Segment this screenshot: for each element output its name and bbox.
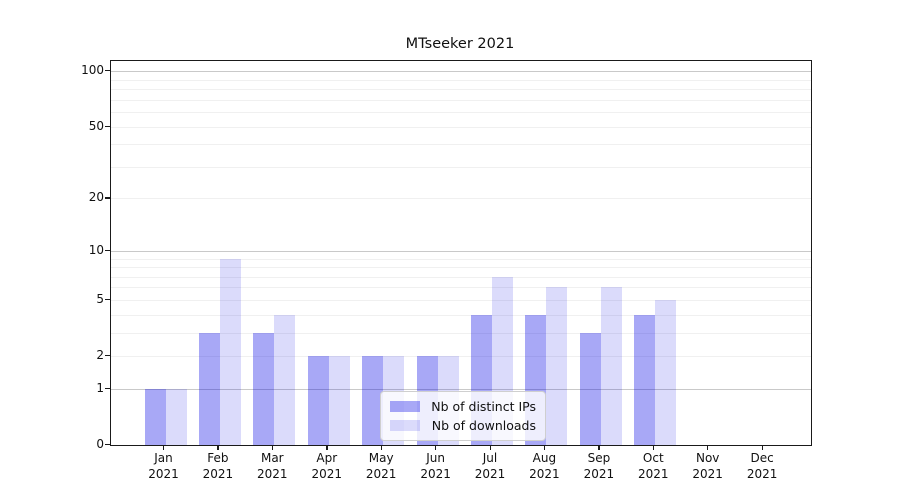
legend-label-downloads: Nb of downloads	[431, 418, 536, 433]
legend-item-downloads: Nb of downloads	[390, 417, 536, 434]
y-tick-mark	[105, 355, 110, 357]
x-tick-mark	[435, 445, 437, 450]
x-tick-label: Nov 2021	[692, 451, 723, 481]
chart-title: MTseeker 2021	[405, 36, 515, 52]
x-tick-mark	[380, 445, 382, 450]
bar	[144, 388, 166, 445]
grid-line	[111, 126, 811, 128]
x-tick-mark	[598, 445, 600, 450]
y-tick-label: 1	[96, 380, 104, 395]
grid-line	[111, 299, 811, 301]
bar	[307, 356, 329, 445]
x-tick-mark	[217, 445, 219, 450]
legend: Nb of distinct IPs Nb of downloads	[380, 391, 546, 441]
x-tick-label: May 2021	[365, 451, 397, 481]
y-tick-label: 100	[81, 63, 104, 78]
legend-swatch-distinct-ips	[390, 401, 420, 412]
bar	[328, 356, 350, 445]
y-tick-label: 2	[96, 348, 104, 362]
y-tick-mark	[105, 249, 110, 252]
x-tick-mark	[543, 445, 546, 450]
grid-line	[111, 112, 811, 113]
legend-swatch-downloads	[390, 420, 420, 431]
bar	[274, 314, 296, 445]
bar	[655, 299, 677, 445]
x-tick-label: Apr 2021	[311, 451, 343, 481]
x-tick-label: Dec 2021	[746, 451, 778, 481]
grid-line	[111, 267, 811, 268]
x-tick-mark	[761, 445, 763, 450]
grid-line	[111, 166, 811, 168]
x-tick-label: Mar 2021	[257, 451, 288, 481]
bar	[362, 356, 384, 445]
grid-line	[111, 198, 811, 200]
grid-line	[111, 258, 811, 260]
grid-line	[111, 250, 811, 252]
x-tick-mark	[271, 445, 274, 450]
grid-line	[111, 144, 811, 146]
x-tick-mark	[652, 445, 655, 450]
legend-label-distinct-ips: Nb of distinct IPs	[431, 399, 536, 414]
y-tick-label: 50	[88, 118, 104, 133]
y-tick-mark	[105, 444, 110, 446]
y-tick-mark	[105, 197, 110, 199]
bar	[198, 332, 220, 445]
grid-line	[111, 99, 811, 101]
bar	[253, 332, 275, 445]
grid-line	[111, 276, 811, 278]
y-tick-mark	[105, 387, 110, 390]
bar	[579, 332, 601, 445]
y-tick-mark	[105, 125, 110, 127]
x-tick-label: Feb 2021	[202, 451, 234, 481]
y-tick-label: 0	[96, 437, 104, 451]
grid-line	[111, 332, 811, 334]
x-tick-label: Aug 2021	[529, 451, 560, 481]
legend-item-distinct-ips: Nb of distinct IPs	[390, 398, 536, 415]
bar	[600, 287, 622, 445]
grid-line	[111, 79, 811, 81]
y-tick-label: 10	[88, 242, 104, 257]
grid-line	[111, 287, 811, 289]
x-tick-label: Sep 2021	[583, 451, 615, 481]
bar	[634, 314, 656, 445]
bar	[165, 388, 187, 445]
y-tick-label: 20	[88, 190, 104, 205]
grid-line	[111, 356, 811, 357]
y-tick-mark	[105, 70, 110, 72]
x-tick-mark	[489, 445, 491, 450]
grid-line	[111, 314, 811, 316]
x-tick-label: Jul 2021	[474, 451, 506, 481]
x-tick-mark	[163, 445, 165, 450]
grid-line	[111, 71, 811, 73]
grid-line	[111, 89, 811, 90]
x-tick-mark	[326, 445, 328, 450]
x-tick-label: Jan 2021	[148, 451, 179, 481]
grid-line	[111, 388, 811, 390]
bar	[219, 258, 241, 445]
x-tick-label: Jun 2021	[420, 451, 451, 481]
plot-area	[110, 60, 812, 446]
bar	[546, 287, 568, 445]
y-tick-label: 5	[96, 291, 104, 306]
y-tick-mark	[105, 298, 110, 301]
x-tick-mark	[707, 445, 709, 450]
x-tick-label: Oct 2021	[638, 451, 669, 481]
